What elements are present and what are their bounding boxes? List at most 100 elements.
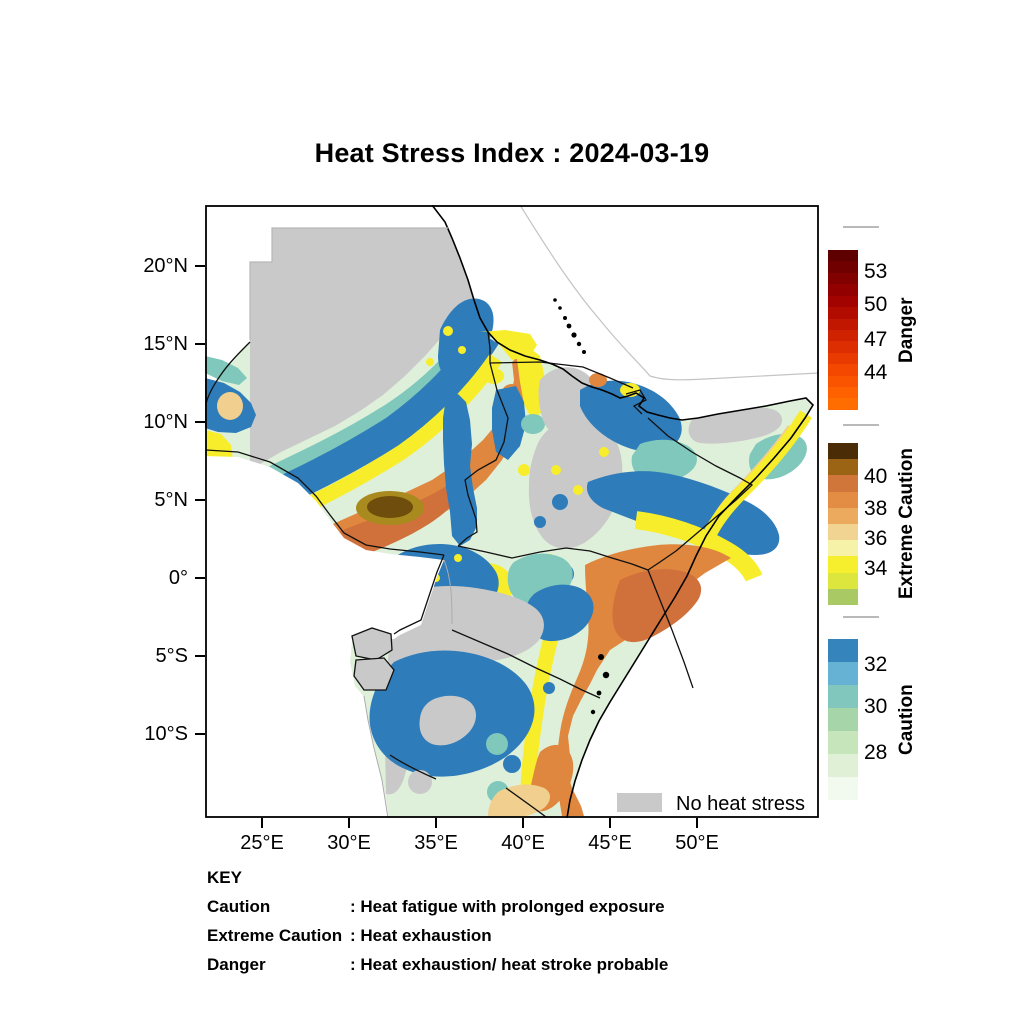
fine-print-line [843, 226, 879, 228]
no-heat-stress-swatch [617, 793, 662, 812]
region-tanzania-wheat [488, 784, 550, 818]
country-borders [205, 331, 754, 818]
legend-color-step [828, 708, 858, 731]
y-axis-label: 15°N [143, 333, 188, 355]
legend-tick-label: 34 [864, 557, 888, 581]
legend-color-step [828, 777, 858, 800]
y-axis-label: 0° [168, 567, 188, 589]
legend-color-step [828, 639, 858, 662]
key-description: : Heat exhaustion [350, 926, 492, 945]
y-axis-label: 20°N [143, 255, 188, 277]
border-tanzania-south [389, 754, 437, 780]
key-row: Danger : Heat exhaustion/ heat stroke pro… [207, 955, 668, 975]
border-kenya-somalia [647, 569, 694, 689]
page-title: Heat Stress Index : 2024-03-19 [314, 138, 710, 168]
legend-color-step [828, 685, 858, 708]
legend-color-step [828, 250, 858, 262]
region-teal-west [205, 356, 247, 385]
legend-tick-label: 28 [864, 740, 888, 764]
legend-color-step [828, 540, 858, 557]
unmapped-region [205, 456, 444, 818]
fine-print-line [843, 424, 879, 426]
region-somalia-blue [586, 471, 780, 555]
key-row: Extreme Caution : Heat exhaustion [207, 926, 668, 946]
region-tanzania-gray2 [419, 695, 476, 746]
legend-tick-label: 53 [864, 260, 888, 284]
region-somaliland-gray [688, 407, 783, 444]
rwanda-burundi [351, 627, 395, 691]
gray-speck [408, 770, 432, 794]
blue-speck [534, 516, 546, 528]
border-car [205, 449, 445, 556]
region-gray-north [250, 228, 474, 472]
y-axis-tick [195, 421, 205, 423]
yellow-speck [458, 346, 466, 354]
key-block: KEY Caution: Heat fatigue with prolonged… [207, 868, 668, 975]
y-axis-tick [195, 265, 205, 267]
border-drc-uganda [393, 554, 445, 635]
region-orange-se-core [612, 569, 702, 643]
border-uganda-kenya [443, 559, 453, 625]
map-canvas: No heat stress [205, 205, 819, 818]
yellow-speck [426, 358, 434, 366]
legend-color-step [828, 475, 858, 492]
x-axis-tick [261, 818, 263, 828]
blue-speck [503, 755, 521, 773]
legend-bar-caution [828, 639, 858, 800]
key-rows: Caution: Heat fatigue with prolonged exp… [207, 897, 668, 975]
legend-color-step [828, 272, 858, 285]
region-yellow-estrip [516, 348, 546, 420]
legend-color-step [828, 398, 858, 410]
border-kenya-tanzania [451, 629, 601, 699]
key-term: Caution [207, 897, 271, 916]
key-term: Extreme Caution [207, 926, 343, 945]
key-term: Danger [207, 955, 266, 974]
legend-color-step [828, 375, 858, 388]
legend-tick-label: 50 [864, 293, 888, 317]
border-tanzania-mozambique [505, 787, 547, 818]
plot-frame [205, 205, 819, 818]
yellow-speck [454, 554, 462, 562]
fine-print-line [843, 616, 879, 618]
no-heat-stress-box: No heat stress [597, 786, 818, 817]
region-rwanda [351, 627, 393, 661]
islands [553, 298, 610, 715]
blue-speck [552, 494, 568, 510]
y-axis-label: 10°N [143, 411, 188, 433]
legend-section-name: Caution [896, 684, 917, 755]
region-eth-gray-b [528, 418, 623, 549]
legend-color-step [828, 329, 858, 342]
y-axis-tick [195, 733, 205, 735]
legend-color-step [828, 662, 858, 685]
yellow-speck [573, 485, 583, 495]
legend-color-step [828, 588, 858, 606]
legend-section-name: Danger [896, 297, 917, 363]
x-axis-tick [609, 818, 611, 828]
border-ethiopia-somalia [647, 417, 754, 571]
yellow-speck [443, 326, 453, 336]
legend-tick-label: 36 [864, 526, 888, 550]
legend-color-step [828, 556, 858, 573]
y-axis-label: 10°S [144, 723, 188, 745]
legend-color-step [828, 754, 858, 777]
raster-edge [249, 227, 448, 340]
legend-color-step [828, 459, 858, 476]
legend-tick-label: 38 [864, 497, 888, 521]
x-axis-tick [435, 818, 437, 828]
legend-color-step [828, 307, 858, 319]
legend-color-step [828, 731, 858, 754]
legend-color-step [828, 295, 858, 308]
y-axis-label: 5°N [154, 489, 188, 511]
legend-color-step [828, 364, 858, 376]
blue-speck [543, 682, 555, 694]
key-row: Caution: Heat fatigue with prolonged exp… [207, 897, 668, 917]
key-description: : Heat exhaustion/ heat stroke probable [350, 955, 669, 974]
legend-tick-label: 40 [864, 465, 888, 489]
region-darkbrown-core [367, 496, 413, 518]
border-djibouti [625, 389, 647, 415]
y-axis-tick [195, 577, 205, 579]
legend-color-step [828, 524, 858, 541]
x-axis-tick [348, 818, 350, 828]
legend-color-step [828, 261, 858, 273]
